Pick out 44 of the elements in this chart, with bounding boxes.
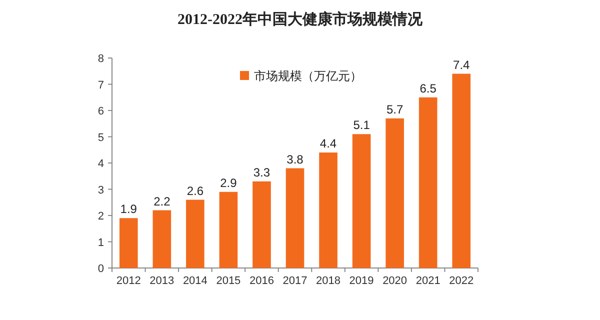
y-tick-label: 7 [98, 79, 104, 92]
bar [152, 210, 172, 268]
data-label: 5.7 [386, 102, 404, 116]
y-tick-label: 1 [98, 236, 104, 249]
bar [119, 218, 138, 268]
bar [286, 168, 304, 268]
y-tick-label: 4 [98, 158, 104, 170]
bar [252, 181, 271, 268]
data-label: 3.3 [253, 165, 270, 180]
data-label: 3.8 [286, 152, 304, 166]
y-tick-label: 3 [98, 184, 104, 196]
y-tick-label: 0 [98, 263, 104, 275]
data-label: 6.5 [420, 81, 437, 96]
data-label: 4.4 [320, 136, 337, 150]
bar [186, 200, 204, 268]
x-tick-label: 2021 [416, 275, 440, 287]
bar [418, 97, 438, 268]
bar [319, 152, 338, 268]
x-tick-label: 2014 [182, 275, 208, 287]
bar [219, 192, 238, 268]
y-tick-label: 8 [98, 53, 104, 65]
data-label: 2.6 [186, 184, 204, 198]
bar [352, 134, 371, 268]
data-label: 2.9 [220, 176, 238, 190]
x-tick-label: 2013 [150, 275, 174, 287]
x-tick-label: 2016 [249, 275, 274, 287]
y-tick-label: 6 [98, 106, 104, 118]
legend-label: 市场规模（万亿元） [254, 69, 362, 83]
x-tick-label: 2022 [449, 275, 474, 287]
bar [386, 118, 404, 268]
data-label: 7.4 [453, 58, 470, 72]
x-tick-label: 2020 [382, 275, 408, 287]
x-tick-label: 2017 [282, 275, 308, 287]
data-label: 1.9 [120, 202, 138, 216]
data-label: 5.1 [353, 118, 370, 132]
data-label: 2.2 [154, 194, 171, 208]
x-tick-label: 2015 [216, 275, 241, 287]
chart-title: 2012-2022年中国大健康市场规模情况 [178, 10, 424, 28]
x-tick-label: 2019 [349, 275, 374, 287]
y-tick-label: 2 [98, 210, 104, 222]
y-tick-label: 5 [98, 132, 104, 144]
x-tick-label: 2018 [316, 275, 341, 287]
bar [452, 74, 471, 268]
x-tick-label: 2012 [116, 275, 141, 287]
